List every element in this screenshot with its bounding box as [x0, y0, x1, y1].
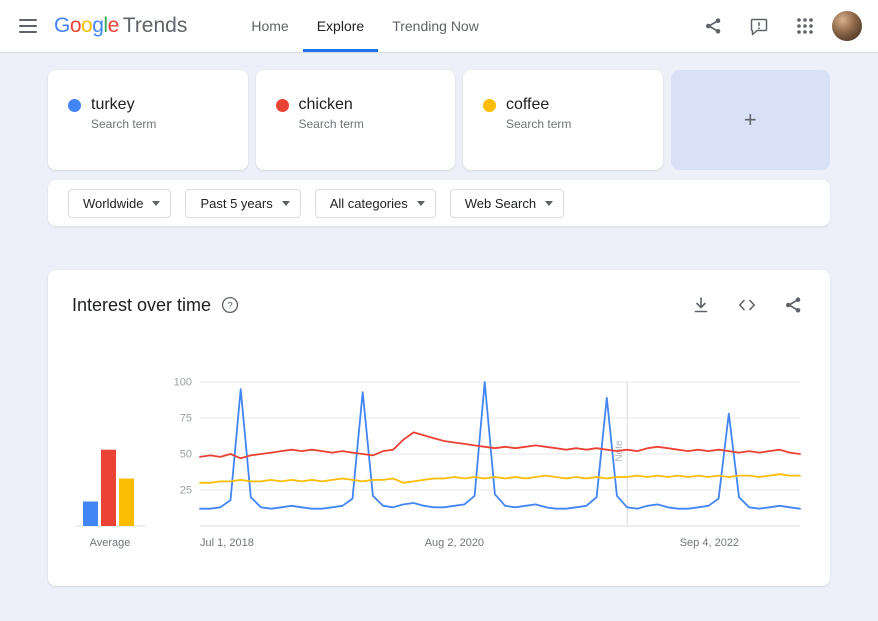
- term-name: coffee: [506, 96, 550, 113]
- dropdown-caret-icon: [281, 200, 290, 206]
- svg-text:100: 100: [174, 377, 192, 389]
- svg-text:75: 75: [180, 413, 192, 425]
- chart-actions: [688, 292, 806, 318]
- category-filter-dropdown[interactable]: All categories: [314, 188, 436, 218]
- tab-trending-now[interactable]: Trending Now: [392, 18, 479, 34]
- average-bar-chart: Average: [75, 449, 145, 549]
- search-type-filter-dropdown[interactable]: Web Search: [449, 188, 565, 218]
- tab-home[interactable]: Home: [251, 18, 289, 34]
- filter-bar: Worldwide Past 5 years All categories We…: [48, 180, 830, 226]
- time-filter-label: Past 5 years: [200, 195, 273, 211]
- primary-nav: Home Explore Trending Now: [237, 0, 492, 52]
- interest-over-time-card: Interest over time ?: [48, 270, 830, 586]
- term-name: chicken: [298, 96, 353, 113]
- google-logo-letters: Google: [54, 14, 119, 37]
- term-bullet-icon: [275, 98, 289, 112]
- comparison-terms-row: turkey Search term chicken Search term c…: [48, 70, 830, 170]
- term-subtitle: Search term: [506, 117, 572, 131]
- term-card-coffee[interactable]: coffee Search term: [463, 70, 663, 170]
- time-filter-dropdown[interactable]: Past 5 years: [185, 188, 301, 218]
- term-card-chicken[interactable]: chicken Search term: [255, 70, 455, 170]
- dropdown-caret-icon: [152, 200, 161, 206]
- term-bullet-icon: [483, 98, 496, 112]
- region-filter-dropdown[interactable]: Worldwide: [68, 188, 172, 218]
- add-comparison-button[interactable]: +: [670, 70, 830, 170]
- chart-body: Average 25 50 75 100 Note Jul 1, 2018 Aug 2, 2…: [72, 368, 806, 556]
- help-circle-icon[interactable]: ?: [221, 296, 239, 314]
- term-card-turkey[interactable]: turkey Search term: [48, 70, 248, 170]
- dropdown-caret-icon: [416, 200, 425, 206]
- svg-text:25: 25: [180, 485, 192, 497]
- category-filter-label: All categories: [329, 195, 408, 211]
- share-icon[interactable]: [694, 7, 732, 45]
- search-type-filter-label: Web Search: [464, 195, 537, 211]
- tab-explore[interactable]: Explore: [302, 0, 379, 52]
- term-name: turkey: [91, 96, 135, 113]
- term-bullet-icon: [68, 98, 81, 112]
- dropdown-caret-icon: [545, 200, 554, 206]
- logo-product-name: Trends: [122, 14, 188, 37]
- term-subtitle: Search term: [298, 117, 364, 131]
- svg-text:Average: Average: [90, 537, 131, 549]
- term-subtitle: Search term: [91, 117, 157, 131]
- google-trends-logo[interactable]: Google Trends: [54, 14, 187, 38]
- chart-header: Interest over time ?: [72, 292, 806, 318]
- svg-text:Jul 1, 2018: Jul 1, 2018: [200, 537, 254, 549]
- region-filter-label: Worldwide: [83, 195, 144, 211]
- hamburger-menu-icon[interactable]: [8, 6, 48, 46]
- plus-icon: +: [743, 107, 757, 132]
- svg-text:50: 50: [180, 449, 192, 461]
- header-actions: [694, 7, 862, 45]
- svg-text:Aug 2, 2020: Aug 2, 2020: [425, 537, 484, 549]
- feedback-icon[interactable]: [740, 7, 778, 45]
- download-icon[interactable]: [688, 292, 714, 318]
- user-avatar[interactable]: [832, 11, 862, 41]
- svg-text:Sep 4, 2022: Sep 4, 2022: [680, 537, 739, 549]
- apps-grid-icon[interactable]: [786, 7, 824, 45]
- widget-title: Interest over time: [72, 294, 212, 315]
- embed-code-icon[interactable]: [734, 292, 760, 318]
- share-icon[interactable]: [780, 292, 806, 318]
- app-header: Google Trends Home Explore Trending Now: [0, 0, 878, 52]
- svg-text:?: ?: [227, 300, 232, 311]
